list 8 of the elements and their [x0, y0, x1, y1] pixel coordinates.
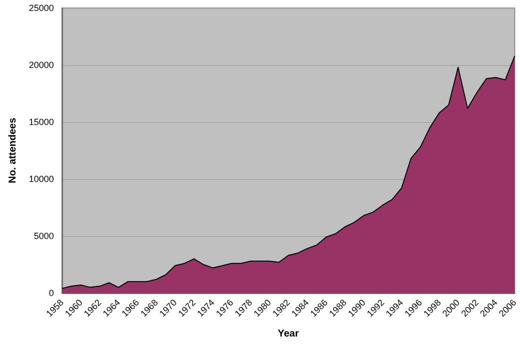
- y-tick-label: 25000: [28, 3, 54, 13]
- y-tick-label: 20000: [28, 60, 54, 70]
- y-tick-label: 5000: [34, 231, 54, 241]
- y-axis-title: No. attendees: [8, 117, 18, 184]
- x-axis-title: Year: [278, 328, 299, 340]
- y-tick-label: 0: [48, 288, 54, 298]
- y-tick-label: 10000: [28, 174, 54, 184]
- y-tick-label: 15000: [28, 117, 54, 127]
